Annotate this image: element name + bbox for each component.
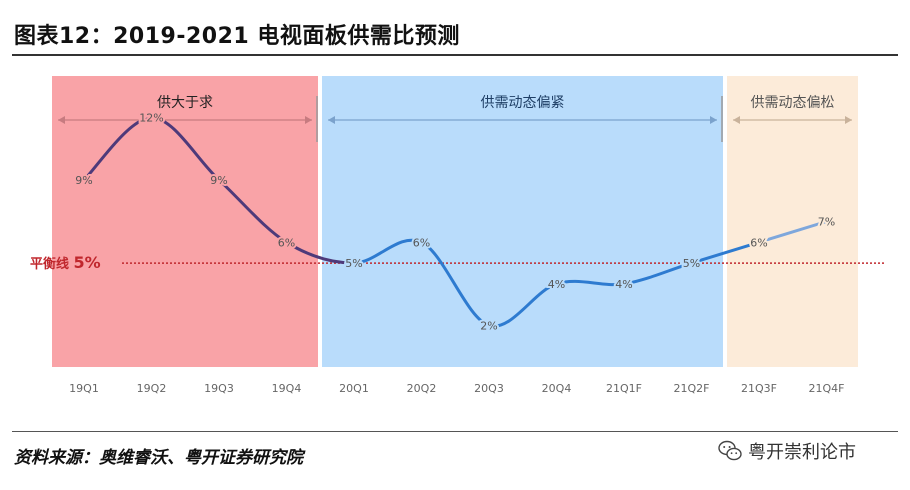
x-tick-label: 19Q1 bbox=[69, 382, 99, 395]
data-point bbox=[824, 219, 829, 224]
ratio-line-segment bbox=[555, 279, 626, 287]
supply-demand-chart: 供大于求 供需动态偏紧 供需动态偏松 平衡线 5% 9% 12% 9% 6% 5% 6% 2% 4… bbox=[30, 76, 886, 395]
x-axis-ticks: 19Q1 19Q2 19Q3 19Q4 20Q1 20Q2 20Q3 20Q4 21Q1F 21Q… bbox=[69, 382, 844, 395]
region-background bbox=[727, 76, 858, 367]
x-tick-label: 20Q2 bbox=[407, 382, 437, 395]
region-arrow-head-right bbox=[305, 116, 312, 124]
data-label: 2% bbox=[480, 319, 497, 332]
region-label: 供需动态偏松 bbox=[751, 95, 835, 111]
data-label: 6% bbox=[750, 236, 767, 249]
ratio-line-segment bbox=[420, 240, 491, 327]
ratio-line-segment bbox=[285, 240, 356, 265]
x-tick-label: 19Q2 bbox=[137, 382, 167, 395]
ratio-line-segment bbox=[82, 116, 153, 182]
region-arrow-head-left bbox=[733, 116, 740, 124]
region-separators bbox=[316, 96, 723, 142]
data-label: 6% bbox=[278, 236, 295, 249]
data-label: 7% bbox=[818, 216, 835, 229]
data-point bbox=[622, 282, 626, 286]
x-tick-label: 21Q3F bbox=[741, 382, 777, 395]
x-tick-label: 21Q1F bbox=[606, 382, 642, 395]
x-tick-label: 20Q1 bbox=[339, 382, 369, 395]
data-point bbox=[487, 323, 491, 328]
data-point bbox=[689, 261, 694, 265]
data-point bbox=[757, 240, 761, 244]
data-label: 5% bbox=[683, 257, 700, 270]
ratio-line-segment bbox=[352, 238, 423, 265]
region-background bbox=[322, 76, 723, 367]
region-label: 供需动态偏紧 bbox=[481, 95, 565, 111]
data-point bbox=[284, 240, 289, 244]
wechat-icon bbox=[718, 440, 742, 461]
ratio-line-segment bbox=[690, 240, 761, 265]
region-background bbox=[52, 76, 318, 367]
x-tick-label: 21Q2F bbox=[674, 382, 710, 395]
watermark-text: 粤开崇利论市 bbox=[748, 442, 856, 463]
region-backgrounds bbox=[52, 76, 858, 367]
x-tick-label: 20Q3 bbox=[474, 382, 504, 395]
x-tick-label: 21Q4F bbox=[809, 382, 845, 395]
region-arrow-head-right bbox=[710, 116, 717, 124]
data-point bbox=[554, 282, 559, 286]
ratio-line-segment bbox=[217, 178, 288, 244]
data-point bbox=[352, 261, 356, 265]
watermark: 粤开崇利论市 bbox=[718, 438, 856, 464]
title-divider bbox=[12, 54, 898, 56]
data-point bbox=[419, 240, 424, 244]
data-label: 12% bbox=[139, 112, 163, 125]
data-labels: 9% 12% 9% 6% 5% 6% 2% 4% 4% 5% 6% 7% bbox=[73, 110, 837, 335]
data-label: 4% bbox=[548, 278, 565, 291]
balance-line-label: 平衡线 5% bbox=[30, 253, 101, 272]
region-arrow-head-left bbox=[58, 116, 65, 124]
page-title: 图表12：2019-2021 电视面板供需比预测 bbox=[14, 24, 460, 49]
ratio-line-segment bbox=[757, 220, 828, 244]
data-label: 9% bbox=[210, 174, 227, 187]
region-label: 供大于求 bbox=[157, 95, 213, 111]
region-arrow-head-right bbox=[845, 116, 852, 124]
region-arrows: 供大于求 供需动态偏紧 供需动态偏松 bbox=[58, 95, 852, 124]
data-label: 6% bbox=[413, 236, 430, 249]
data-point bbox=[149, 115, 154, 120]
ratio-line-segment bbox=[150, 116, 221, 182]
x-tick-label: 19Q3 bbox=[204, 382, 234, 395]
data-label: 9% bbox=[75, 174, 92, 187]
x-tick-label: 19Q4 bbox=[272, 382, 302, 395]
ratio-line-group bbox=[82, 115, 829, 328]
x-tick-label: 20Q4 bbox=[542, 382, 572, 395]
source-divider bbox=[12, 431, 898, 432]
data-label: 4% bbox=[615, 278, 632, 291]
region-arrow-head-left bbox=[328, 116, 335, 124]
data-point bbox=[217, 178, 221, 182]
data-label: 5% bbox=[345, 257, 362, 270]
ratio-line-segment bbox=[487, 282, 558, 328]
balance-line-group: 平衡线 5% bbox=[30, 253, 886, 272]
data-point bbox=[82, 178, 86, 182]
source-note: 资料来源：奥维睿沃、粤开证券研究院 bbox=[14, 448, 303, 468]
ratio-line-segment bbox=[622, 261, 693, 286]
